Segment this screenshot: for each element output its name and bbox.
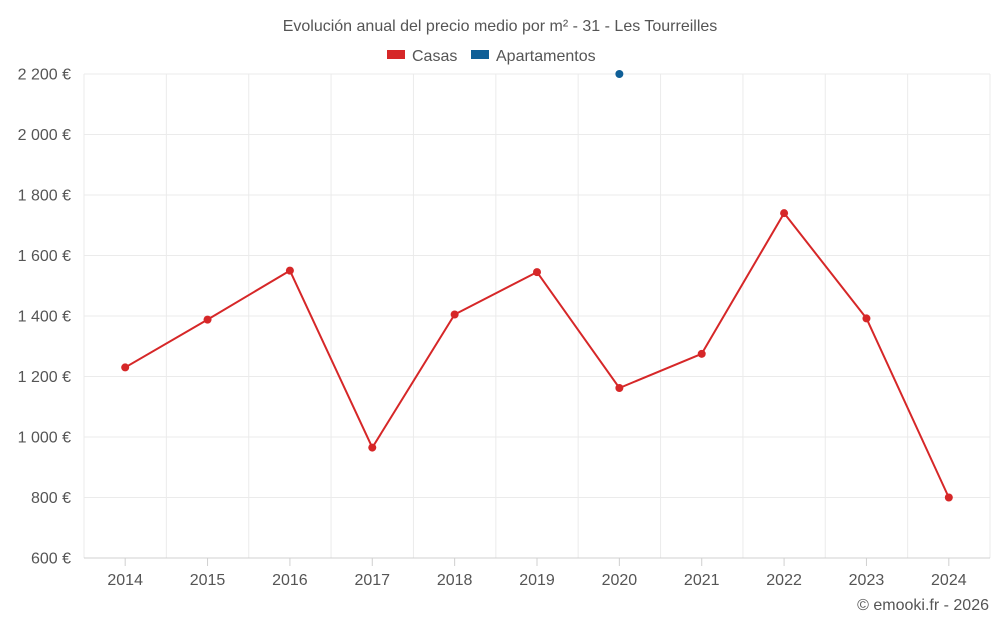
x-tick-label: 2015 xyxy=(190,572,226,589)
y-tick-label: 2 000 € xyxy=(18,127,71,144)
x-tick-label: 2023 xyxy=(849,572,885,589)
y-tick-label: 1 200 € xyxy=(18,369,71,386)
x-tick-label: 2016 xyxy=(272,572,308,589)
grid xyxy=(83,73,991,558)
data-point-casas-2014[interactable] xyxy=(121,363,130,372)
data-point-casas-2021[interactable] xyxy=(697,349,706,358)
data-point-casas-2015[interactable] xyxy=(203,315,212,324)
x-tick-label: 2020 xyxy=(602,572,638,589)
legend-label-apartamentos: Apartamentos xyxy=(496,48,596,65)
y-tick-label: 2 200 € xyxy=(18,67,71,84)
data-point-casas-2016[interactable] xyxy=(285,266,294,275)
data-point-casas-2023[interactable] xyxy=(862,314,871,323)
series xyxy=(121,70,953,502)
data-point-apartamentos-2020[interactable] xyxy=(615,70,624,78)
x-tick-label: 2014 xyxy=(107,572,143,589)
data-point-casas-2018[interactable] xyxy=(450,310,459,319)
legend-swatch-apartamentos xyxy=(471,50,489,59)
x-tick-label: 2022 xyxy=(766,572,802,589)
y-tick-label: 600 € xyxy=(31,551,71,568)
x-tick-label: 2017 xyxy=(354,572,390,589)
x-tick-label: 2018 xyxy=(437,572,473,589)
chart-title: Evolución anual del precio medio por m² … xyxy=(283,18,718,35)
x-tick-label: 2024 xyxy=(931,572,967,589)
x-tick-label: 2019 xyxy=(519,572,555,589)
legend-item-casas[interactable]: Casas xyxy=(387,48,457,65)
y-tick-label: 1 600 € xyxy=(18,248,71,265)
y-tick-label: 800 € xyxy=(31,490,71,507)
legend-item-apartamentos[interactable]: Apartamentos xyxy=(471,48,596,65)
credit-text: © emooki.fr - 2026 xyxy=(857,597,989,614)
x-tick-label: 2021 xyxy=(684,572,720,589)
data-point-casas-2020[interactable] xyxy=(615,383,624,392)
x-axis: 2014 2015 2016 2017 2018 2019 2020 2021 2022 2023… xyxy=(84,557,990,589)
data-point-casas-2024[interactable] xyxy=(944,493,953,502)
legend-swatch-casas xyxy=(387,50,405,59)
legend: Casas Apartamentos xyxy=(387,48,596,65)
y-tick-label: 1 800 € xyxy=(18,188,71,205)
data-point-casas-2017[interactable] xyxy=(368,443,377,452)
data-point-casas-2019[interactable] xyxy=(533,268,541,277)
y-axis: 600 € 800 € 1 000 € 1 200 € 1 400 € 1 600 € 1 … xyxy=(18,67,71,568)
legend-label-casas: Casas xyxy=(412,48,457,65)
y-tick-label: 1 400 € xyxy=(18,309,71,326)
y-tick-label: 1 000 € xyxy=(18,430,71,447)
data-point-casas-2022[interactable] xyxy=(780,209,789,218)
